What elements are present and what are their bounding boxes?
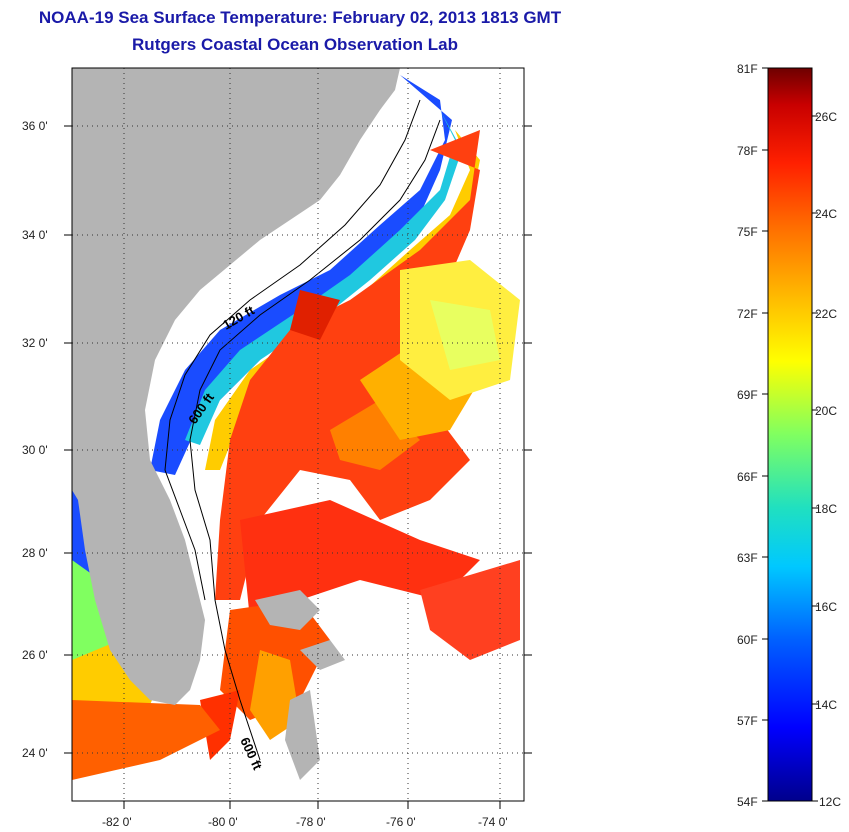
lon-label: -74 0' bbox=[478, 815, 508, 829]
colorbar-c-label: 26C bbox=[815, 110, 837, 124]
graticule bbox=[72, 68, 524, 801]
colorbar-ticks bbox=[762, 67, 818, 802]
colorbar-c-label: 14C bbox=[815, 698, 837, 712]
lat-label: 24 0' bbox=[22, 746, 48, 760]
map-subtitle: Rutgers Coastal Ocean Observation Lab bbox=[132, 35, 458, 54]
lon-label: -80 0' bbox=[208, 815, 238, 829]
lat-label: 32 0' bbox=[22, 336, 48, 350]
land-mainland bbox=[72, 68, 400, 705]
colorbar-f-label: 63F bbox=[737, 551, 758, 565]
colorbar-f-label: 81F bbox=[737, 62, 758, 76]
colorbar-f-label: 75F bbox=[737, 225, 758, 239]
colorbar-c-label: 16C bbox=[815, 600, 837, 614]
lon-label: -82 0' bbox=[102, 815, 132, 829]
colorbar-f-label: 54F bbox=[737, 795, 758, 809]
lat-label: 26 0' bbox=[22, 648, 48, 662]
map-title: NOAA-19 Sea Surface Temperature: Februar… bbox=[38, 8, 562, 27]
colorbar-f-label: 57F bbox=[737, 714, 758, 728]
lat-label: 34 0' bbox=[22, 228, 48, 242]
lon-label: -78 0' bbox=[296, 815, 326, 829]
colorbar-c-label: 12C bbox=[819, 795, 841, 809]
colorbar-c-label: 20C bbox=[815, 404, 837, 418]
lat-label: 36 0' bbox=[22, 119, 48, 133]
colorbar-f-label: 60F bbox=[737, 633, 758, 647]
colorbar-f-label: 78F bbox=[737, 144, 758, 158]
colorbar bbox=[767, 67, 813, 802]
land-bahamas bbox=[255, 590, 345, 780]
lon-label: -76 0' bbox=[386, 815, 416, 829]
colorbar-f-label: 69F bbox=[737, 388, 758, 402]
axis-ticks bbox=[64, 125, 532, 809]
colorbar-f-label: 66F bbox=[737, 470, 758, 484]
colorbar-c-label: 22C bbox=[815, 307, 837, 321]
colorbar-f-label: 72F bbox=[737, 307, 758, 321]
contour-600ft bbox=[189, 119, 441, 761]
map-frame bbox=[71, 67, 525, 802]
colorbar-c-label: 18C bbox=[815, 502, 837, 516]
contour-120ft bbox=[164, 99, 421, 601]
lat-label: 30 0' bbox=[22, 443, 48, 457]
lat-label: 28 0' bbox=[22, 546, 48, 560]
colorbar-c-label: 24C bbox=[815, 207, 837, 221]
